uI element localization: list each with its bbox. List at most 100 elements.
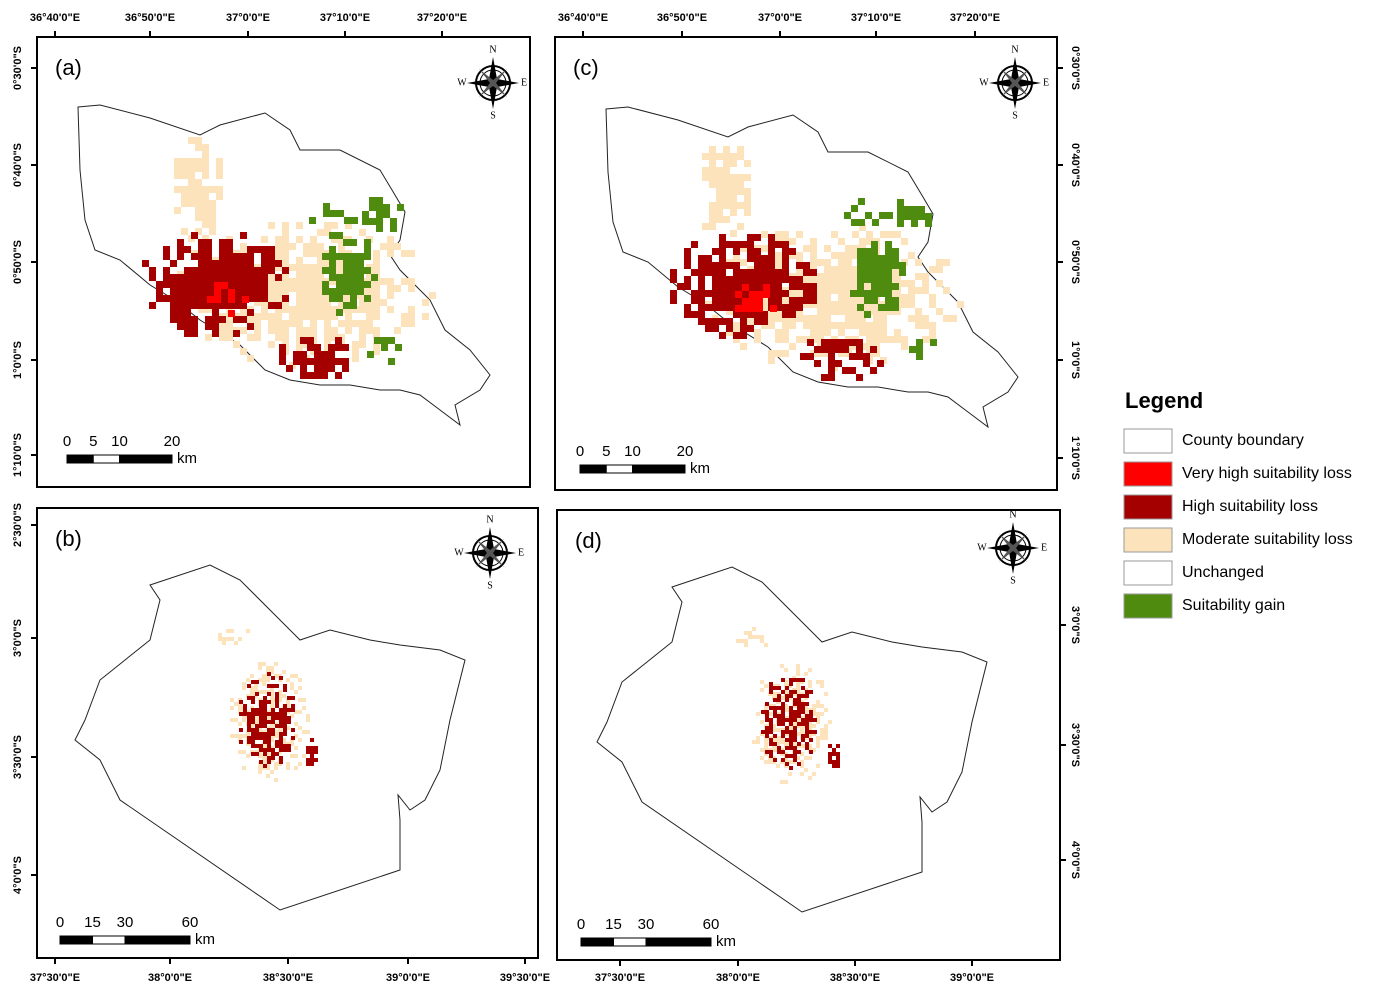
suitability-cell <box>716 174 723 181</box>
suitability-cell <box>205 274 212 281</box>
suitability-cell <box>296 285 303 292</box>
suitability-cell <box>258 662 262 666</box>
suitability-cell <box>181 158 188 165</box>
suitability-cell <box>342 365 349 372</box>
suitability-cell <box>242 718 246 722</box>
suitability-cell <box>894 336 901 343</box>
suitability-cell <box>387 243 394 250</box>
suitability-cell <box>303 341 310 348</box>
suitability-cell <box>880 336 887 343</box>
suitability-cell <box>251 716 255 720</box>
suitability-cell <box>317 250 324 257</box>
suitability-cell <box>824 322 831 329</box>
suitability-cell <box>807 353 814 360</box>
suitability-cell <box>286 702 290 706</box>
suitability-cell <box>809 714 813 718</box>
suitability-cell <box>306 746 310 750</box>
suitability-cell <box>357 288 364 295</box>
suitability-cell <box>262 758 266 762</box>
suitability-cell <box>849 367 856 374</box>
suitability-cell <box>838 301 845 308</box>
suitability-cell <box>228 310 235 317</box>
suitability-cell <box>212 323 219 330</box>
suitability-cell <box>828 360 835 367</box>
suitability-cell <box>800 728 804 732</box>
suitability-cell <box>716 153 723 160</box>
suitability-cell <box>214 289 221 296</box>
suitability-cell <box>835 339 842 346</box>
suitability-cell <box>338 299 345 306</box>
suitability-cell <box>793 690 797 694</box>
suitability-cell <box>747 269 754 276</box>
suitability-cell <box>705 290 712 297</box>
suitability-cell <box>785 746 789 750</box>
suitability-cell <box>408 306 415 313</box>
suitability-cell <box>817 294 824 301</box>
compass-letter: W <box>454 547 464 558</box>
suitability-cell <box>251 696 255 700</box>
suitability-cell <box>773 742 777 746</box>
suitability-cell <box>274 778 278 782</box>
scale-bar <box>92 454 120 464</box>
suitability-cell <box>733 297 740 304</box>
suitability-cell <box>266 774 270 778</box>
suitability-cell <box>748 631 752 635</box>
suitability-cell <box>268 267 275 274</box>
suitability-cell <box>191 288 198 295</box>
suitability-cell <box>864 311 871 318</box>
suitability-cell <box>761 311 768 318</box>
suitability-cell <box>270 698 274 702</box>
suitability-cell <box>800 752 804 756</box>
suitability-cell <box>775 276 782 283</box>
suitability-cell <box>824 259 831 266</box>
compass-star <box>476 539 504 567</box>
suitability-cell <box>317 292 324 299</box>
suitability-cell <box>733 252 740 259</box>
legend-swatch <box>1123 593 1173 619</box>
suitability-cell <box>275 692 279 696</box>
suitability-cell <box>233 281 240 288</box>
suitability-cell <box>352 306 359 313</box>
suitability-cell <box>259 704 263 708</box>
suitability-cell <box>240 232 247 239</box>
suitability-cell <box>670 269 677 276</box>
suitability-cell <box>785 694 789 698</box>
suitability-cell <box>296 264 303 271</box>
suitability-cell <box>781 730 785 734</box>
legend-label: Very high suitability loss <box>1182 465 1352 482</box>
suitability-cell <box>188 158 195 165</box>
suitability-cell <box>336 288 343 295</box>
suitability-cell <box>789 287 796 294</box>
suitability-cell <box>772 728 776 732</box>
legend-swatch <box>1123 560 1173 586</box>
suitability-cell <box>275 744 279 748</box>
suitability-cell <box>765 714 769 718</box>
suitability-cell <box>769 686 773 690</box>
compass-letter: N <box>1011 44 1018 55</box>
panel-label: (b) <box>55 526 82 551</box>
suitability-cell <box>730 195 737 202</box>
suitability-cell <box>943 287 950 294</box>
suitability-cell <box>859 315 866 322</box>
suitability-cell <box>270 666 274 670</box>
suitability-cell <box>345 320 352 327</box>
suitability-cell <box>209 186 216 193</box>
suitability-cell <box>760 635 764 639</box>
suitability-cell <box>885 304 892 311</box>
suitability-cell <box>357 253 364 260</box>
suitability-cell <box>362 211 369 218</box>
suitability-cell <box>797 714 801 718</box>
suitability-cell <box>793 738 797 742</box>
suitability-cell <box>878 283 885 290</box>
suitability-cell <box>765 702 769 706</box>
suitability-cell <box>816 744 820 748</box>
suitability-cell <box>742 305 749 312</box>
suitability-cell <box>387 250 394 257</box>
suitability-cell <box>261 253 268 260</box>
suitability-cell <box>808 776 812 780</box>
suitability-cell <box>749 291 756 298</box>
suitability-cell <box>796 688 800 692</box>
suitability-cell <box>274 730 278 734</box>
suitability-cell <box>362 218 369 225</box>
suitability-cell <box>287 744 291 748</box>
